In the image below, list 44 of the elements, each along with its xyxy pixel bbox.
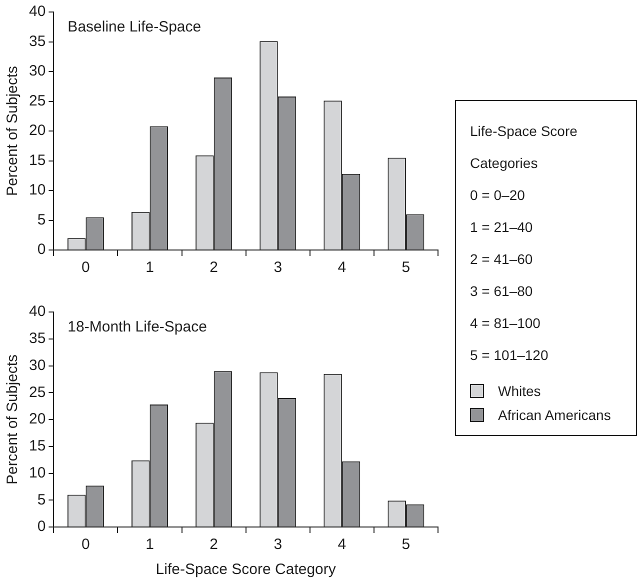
y-tick-label: 40 xyxy=(28,303,46,320)
y-axis-title: Percent of Subjects xyxy=(4,354,22,485)
y-tick-label: 25 xyxy=(28,92,46,110)
y-tick-label: 10 xyxy=(28,182,46,199)
text: 2 = 41–60 xyxy=(470,250,534,269)
y-tick-label: 15 xyxy=(28,438,46,455)
y-tick-label: 30 xyxy=(28,356,46,374)
y-tick-label: 25 xyxy=(28,384,46,401)
x-tick-label: 1 xyxy=(146,536,154,554)
y-tick-label: 20 xyxy=(28,122,46,140)
y-tick-label: 0 xyxy=(37,241,46,258)
text: Baseline Life-Space xyxy=(68,18,202,36)
x-tick-label: 3 xyxy=(274,259,282,276)
y-tick-label: 35 xyxy=(28,32,46,50)
text: 5 = 101–120 xyxy=(470,346,550,365)
x-tick-label: 0 xyxy=(82,259,90,276)
x-tick-label: 4 xyxy=(338,259,346,276)
text: 4 = 81–100 xyxy=(470,314,542,333)
text: 1 = 21–40 xyxy=(470,218,534,237)
y-tick-label: 10 xyxy=(28,464,46,482)
text: 0 = 0–20 xyxy=(470,186,526,205)
x-tick-label: 5 xyxy=(402,259,410,276)
text: 3 = 61–80 xyxy=(470,282,534,301)
y-tick-label: 0 xyxy=(37,518,46,536)
y-tick-label: 20 xyxy=(28,410,46,428)
x-tick-label: 2 xyxy=(210,536,218,554)
text: 18-Month Life-Space xyxy=(68,318,207,336)
x-tick-label: 2 xyxy=(210,259,218,276)
x-tick-label: 3 xyxy=(274,536,282,554)
x-tick-label: 1 xyxy=(146,259,154,276)
y-tick-label: 40 xyxy=(28,3,46,20)
y-tick-label: 35 xyxy=(28,330,46,348)
x-tick-label: 5 xyxy=(402,536,410,554)
x-tick-label: 0 xyxy=(82,536,90,554)
legend-label: Whites xyxy=(498,382,541,401)
y-axis-title: Percent of Subjects xyxy=(4,66,22,196)
y-tick-label: 5 xyxy=(37,211,46,228)
y-tick-label: 5 xyxy=(37,491,46,508)
x-axis-title: Life-Space Score Category xyxy=(156,561,336,578)
y-tick-label: 30 xyxy=(28,62,46,80)
legend-title: Life-Space Score Categories xyxy=(470,122,578,173)
legend-label: African Americans xyxy=(498,406,611,425)
y-tick-label: 15 xyxy=(28,152,46,169)
x-tick-label: 4 xyxy=(338,536,346,554)
